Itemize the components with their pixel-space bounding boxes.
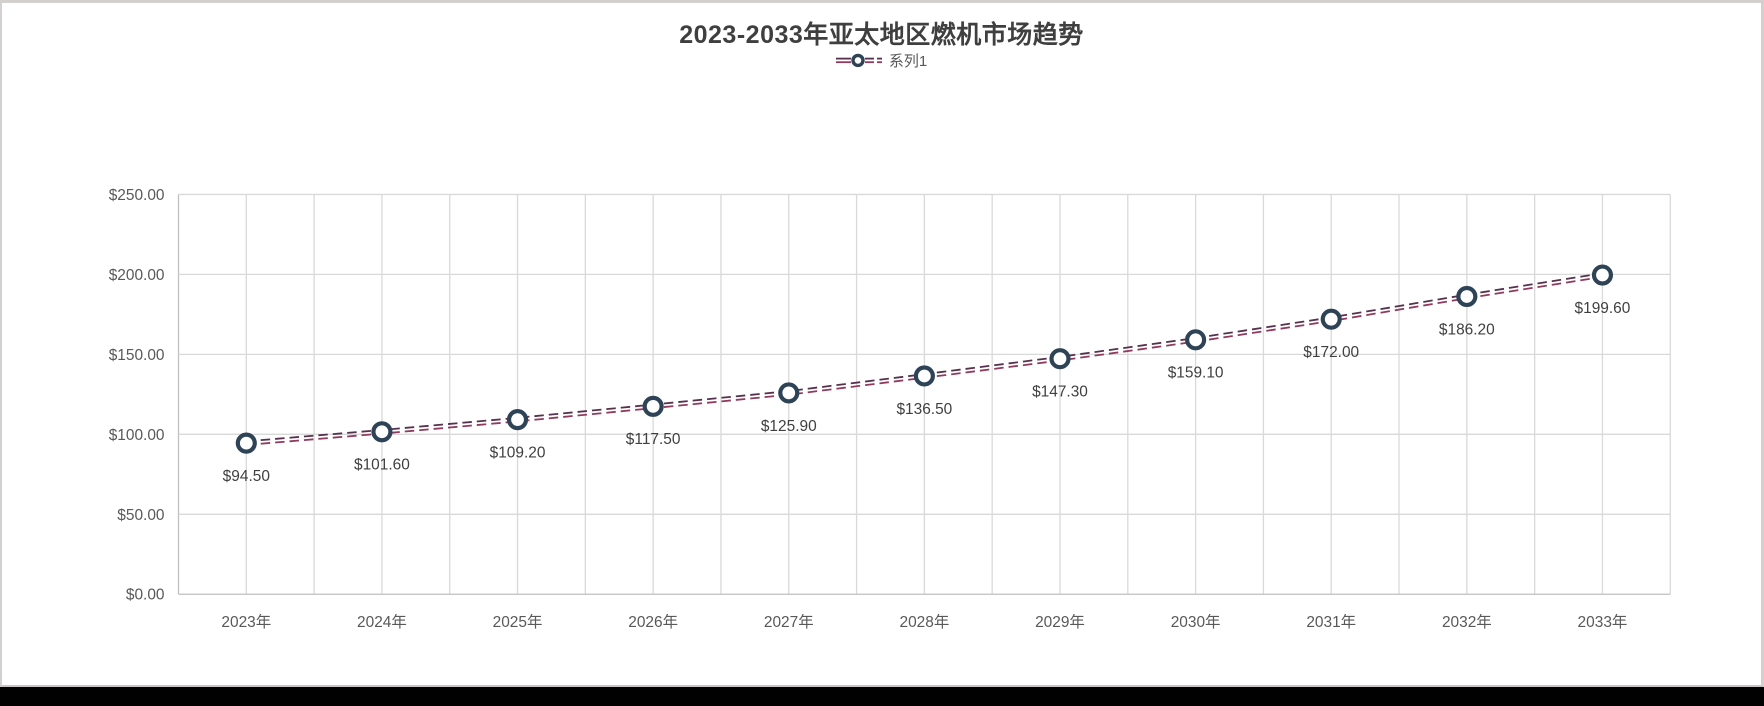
- x-axis-tick-label: 2031年: [1306, 613, 1356, 631]
- x-axis-tick-label: 2026年: [628, 613, 678, 631]
- x-axis-tick-label: 2028年: [899, 613, 949, 631]
- bottom-bar: [0, 687, 1764, 706]
- y-axis-tick-label: $100.00: [109, 427, 165, 444]
- y-axis-tick-label: $250.00: [109, 187, 165, 204]
- data-point-marker: [642, 395, 664, 417]
- data-label: $117.50: [626, 431, 681, 448]
- plot-area: $0.00 $50.00 $100.00 $150.00 $200.00 $250.00 2…: [109, 187, 1671, 631]
- data-label: $172.00: [1303, 344, 1359, 361]
- data-label: $159.10: [1168, 365, 1224, 382]
- data-point-marker: [1591, 264, 1614, 286]
- legend-series-label: 系列1: [888, 53, 928, 70]
- x-axis-tick-label: 2033年: [1578, 613, 1628, 631]
- x-axis-tick-label: 2027年: [764, 613, 814, 631]
- data-point-marker: [1049, 348, 1071, 370]
- legend-series-marker-icon: [835, 53, 882, 68]
- x-axis-tick-label: 2024年: [357, 613, 407, 631]
- data-point-marker: [913, 365, 935, 387]
- data-label: $94.50: [223, 468, 270, 485]
- x-axis-tick-label: 2032年: [1442, 613, 1492, 631]
- x-axis-tick-label: 2030年: [1171, 613, 1221, 631]
- data-label: $199.60: [1575, 300, 1631, 317]
- data-point-marker: [506, 409, 529, 431]
- data-label: $186.20: [1439, 321, 1495, 338]
- data-label: $125.90: [761, 418, 817, 435]
- y-axis-tick-label: $0.00: [126, 587, 165, 604]
- data-point-marker: [1185, 329, 1207, 351]
- data-point-marker: [778, 382, 800, 404]
- x-axis-tick-label: 2025年: [493, 613, 543, 631]
- x-axis-tick-label: 2029年: [1035, 613, 1085, 631]
- data-label: $109.20: [490, 445, 546, 462]
- data-label: $147.30: [1032, 384, 1088, 401]
- y-axis-tick-label: $200.00: [109, 267, 165, 284]
- y-axis-tick-label: $150.00: [109, 347, 165, 364]
- chart-title: 2023-2033年亚太地区燃机市场趋势: [679, 21, 1084, 49]
- chart-canvas: 2023-2033年亚太地区燃机市场趋势 系列1 $0.00 $50.00 $100…: [0, 0, 1764, 687]
- data-label: $136.50: [896, 401, 952, 418]
- data-point-marker: [371, 421, 393, 443]
- x-axis-tick-label: 2023年: [221, 613, 271, 631]
- legend: 系列1: [2, 50, 1761, 71]
- data-point-marker: [1456, 285, 1478, 308]
- data-point-marker: [1320, 308, 1342, 330]
- y-axis-tick-label: $50.00: [117, 507, 164, 524]
- data-label: $101.60: [354, 457, 410, 474]
- data-point-marker: [235, 432, 257, 454]
